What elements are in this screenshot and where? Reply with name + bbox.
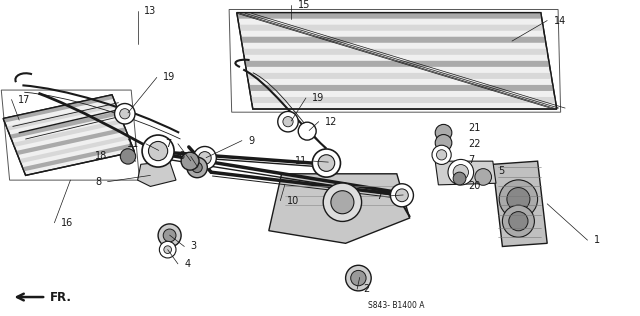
- Polygon shape: [138, 161, 176, 186]
- Polygon shape: [241, 37, 546, 43]
- Text: 20: 20: [468, 181, 481, 191]
- Polygon shape: [247, 73, 552, 79]
- Ellipse shape: [148, 142, 168, 161]
- Ellipse shape: [159, 241, 176, 258]
- Ellipse shape: [396, 189, 408, 202]
- Ellipse shape: [278, 112, 298, 132]
- Ellipse shape: [507, 188, 530, 210]
- Ellipse shape: [390, 184, 413, 207]
- Text: 7: 7: [376, 191, 383, 201]
- Polygon shape: [245, 61, 550, 67]
- Ellipse shape: [432, 145, 451, 164]
- Polygon shape: [251, 97, 556, 103]
- Polygon shape: [493, 161, 547, 246]
- Text: 5: 5: [498, 166, 504, 176]
- Polygon shape: [269, 174, 410, 243]
- Ellipse shape: [163, 229, 176, 242]
- Ellipse shape: [198, 152, 211, 164]
- Text: 22: 22: [468, 139, 481, 149]
- Ellipse shape: [192, 162, 202, 173]
- Ellipse shape: [435, 135, 452, 151]
- Text: 11: 11: [295, 156, 307, 166]
- Ellipse shape: [448, 159, 474, 185]
- Polygon shape: [435, 161, 496, 185]
- Ellipse shape: [351, 270, 366, 286]
- Text: 15: 15: [298, 0, 310, 10]
- Ellipse shape: [142, 135, 174, 167]
- Text: 10: 10: [287, 196, 299, 206]
- Ellipse shape: [298, 122, 316, 140]
- Text: FR.: FR.: [50, 290, 72, 304]
- Text: 13: 13: [144, 6, 156, 16]
- Ellipse shape: [181, 152, 199, 170]
- Text: S843- B1400 A: S843- B1400 A: [368, 301, 424, 310]
- Ellipse shape: [193, 147, 216, 169]
- Ellipse shape: [499, 180, 538, 218]
- Ellipse shape: [187, 157, 207, 178]
- Text: 14: 14: [554, 15, 566, 26]
- Polygon shape: [16, 127, 127, 155]
- Ellipse shape: [158, 224, 181, 247]
- Polygon shape: [237, 13, 542, 19]
- Ellipse shape: [509, 212, 528, 231]
- Polygon shape: [6, 103, 116, 131]
- Text: 7: 7: [468, 155, 475, 165]
- Ellipse shape: [323, 183, 362, 222]
- Text: 3: 3: [191, 241, 197, 252]
- Polygon shape: [22, 143, 133, 171]
- Polygon shape: [243, 49, 548, 55]
- Polygon shape: [249, 85, 554, 91]
- Text: 11: 11: [127, 139, 140, 149]
- Text: 1: 1: [594, 235, 600, 245]
- Ellipse shape: [164, 246, 172, 253]
- Ellipse shape: [318, 155, 335, 171]
- Ellipse shape: [453, 172, 466, 185]
- Text: 8: 8: [95, 177, 101, 187]
- Polygon shape: [3, 95, 114, 123]
- Text: 19: 19: [163, 72, 175, 82]
- Text: 4: 4: [184, 259, 191, 269]
- Polygon shape: [237, 13, 557, 109]
- Text: 7: 7: [165, 139, 172, 149]
- Text: 6: 6: [178, 151, 184, 161]
- Polygon shape: [3, 95, 134, 175]
- Text: 2: 2: [364, 284, 370, 294]
- Ellipse shape: [331, 191, 354, 214]
- Polygon shape: [19, 136, 129, 163]
- Ellipse shape: [435, 125, 452, 141]
- Ellipse shape: [436, 150, 447, 160]
- Polygon shape: [13, 119, 123, 147]
- Ellipse shape: [475, 169, 492, 185]
- Ellipse shape: [453, 165, 468, 180]
- Polygon shape: [239, 25, 544, 31]
- Text: 18: 18: [95, 151, 108, 161]
- Ellipse shape: [120, 109, 130, 119]
- Ellipse shape: [346, 265, 371, 291]
- Ellipse shape: [120, 149, 136, 164]
- Ellipse shape: [312, 149, 340, 177]
- Text: 17: 17: [18, 94, 30, 105]
- Text: 21: 21: [468, 123, 481, 133]
- Text: 16: 16: [61, 218, 73, 228]
- Ellipse shape: [502, 205, 534, 237]
- Text: 12: 12: [325, 117, 337, 127]
- Text: 9: 9: [248, 136, 255, 146]
- Ellipse shape: [115, 104, 135, 124]
- Ellipse shape: [283, 117, 293, 127]
- Text: 19: 19: [312, 93, 324, 103]
- Polygon shape: [10, 111, 120, 139]
